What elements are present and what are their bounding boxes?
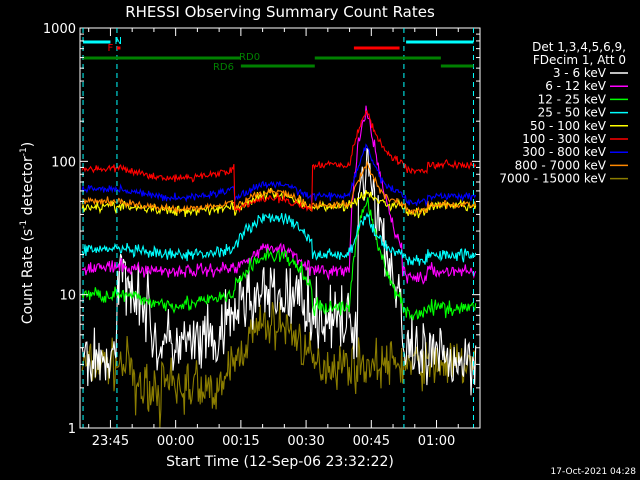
chart-title: RHESSI Observing Summary Count Rates	[125, 3, 435, 21]
legend-label-0: 3 - 6 keV	[553, 66, 607, 80]
legend-label-3: 25 - 50 keV	[538, 106, 607, 120]
overlay-layer: NF RD0 RD6	[82, 28, 474, 428]
flare-label: F	[108, 43, 114, 54]
legend-label-8: 7000 - 15000 keV	[499, 172, 606, 186]
plot-area	[79, 27, 481, 429]
series-line-300to800keV	[81, 143, 477, 207]
x-tick-label-2345: 23:45	[92, 434, 129, 449]
y-tick-label-10: 10	[59, 289, 76, 304]
legend-label-4: 50 - 100 keV	[530, 119, 607, 133]
legend-header-line-2: FDecim 1, Att 0	[533, 53, 626, 67]
legend-label-6: 300 - 800 keV	[522, 145, 606, 159]
x-tick-label-0030: 00:30	[287, 434, 324, 449]
series-line-7000to15000keV	[81, 301, 477, 428]
x-tick-label-0000: 00:00	[157, 434, 194, 449]
x-tick-label-0045: 00:45	[353, 434, 390, 449]
series-line-100to300keV	[81, 110, 477, 213]
y-tick-label-1: 1	[68, 422, 76, 437]
y-tick-label-100: 100	[51, 155, 76, 170]
timestamp: 17-Oct-2021 04:28	[551, 467, 637, 477]
legend-label-5: 100 - 300 keV	[522, 132, 606, 146]
x-axis-label: Start Time (12-Sep-06 23:32:22)	[166, 454, 394, 470]
rd0-label: RD0	[239, 52, 260, 63]
series-line-800to7000keV	[81, 160, 477, 215]
legend-header-line-1: Det 1,3,4,5,6,9,	[532, 40, 626, 54]
x-tick-label-0100: 01:00	[418, 434, 455, 449]
series-line-3to6keV	[81, 147, 477, 396]
legend-label-7: 800 - 7000 keV	[515, 158, 607, 172]
series-layer	[81, 105, 477, 428]
night-label: N	[115, 36, 122, 47]
x-tick-label-0015: 00:15	[222, 434, 259, 449]
series-line-25to50keV	[81, 211, 477, 266]
legend-label-1: 6 - 12 keV	[545, 79, 607, 93]
y-tick-label-1000: 1000	[43, 22, 76, 37]
legend-label-2: 12 - 25 keV	[538, 92, 607, 106]
rd6-label: RD6	[213, 62, 234, 73]
series-line-12to25keV	[81, 197, 477, 321]
plot-frame	[79, 27, 481, 429]
axis-layer: 1 10 100 1000 23:45 00:00 00:15 00:30 00:45 01:00	[43, 22, 481, 449]
y-axis-label: Count Rate (s-1 detector-1)	[19, 142, 36, 324]
legend: Det 1,3,4,5,6,9, FDecim 1, Att 0 3 - 6 k…	[499, 40, 628, 186]
